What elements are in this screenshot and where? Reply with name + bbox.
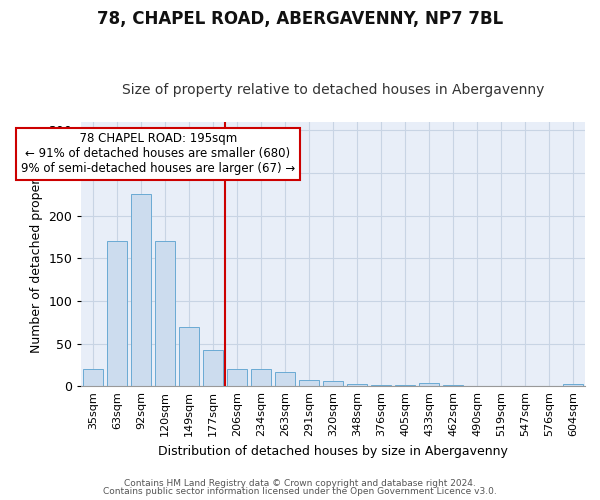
Bar	[131, 194, 151, 386]
X-axis label: Distribution of detached houses by size in Abergavenny: Distribution of detached houses by size …	[158, 444, 508, 458]
Bar	[179, 326, 199, 386]
Bar	[227, 369, 247, 386]
Bar	[275, 372, 295, 386]
Bar	[203, 350, 223, 386]
Bar	[347, 384, 367, 386]
Text: 78, CHAPEL ROAD, ABERGAVENNY, NP7 7BL: 78, CHAPEL ROAD, ABERGAVENNY, NP7 7BL	[97, 10, 503, 28]
Bar	[83, 369, 103, 386]
Text: Contains HM Land Registry data © Crown copyright and database right 2024.: Contains HM Land Registry data © Crown c…	[124, 478, 476, 488]
Text: Contains public sector information licensed under the Open Government Licence v3: Contains public sector information licen…	[103, 487, 497, 496]
Title: Size of property relative to detached houses in Abergavenny: Size of property relative to detached ho…	[122, 83, 544, 97]
Bar	[323, 381, 343, 386]
Bar	[419, 383, 439, 386]
Bar	[563, 384, 583, 386]
Bar	[299, 380, 319, 386]
Bar	[155, 241, 175, 386]
Text: 78 CHAPEL ROAD: 195sqm  
← 91% of detached houses are smaller (680)
9% of semi-d: 78 CHAPEL ROAD: 195sqm ← 91% of detached…	[21, 132, 295, 176]
Bar	[251, 369, 271, 386]
Bar	[107, 241, 127, 386]
Y-axis label: Number of detached properties: Number of detached properties	[30, 156, 43, 352]
